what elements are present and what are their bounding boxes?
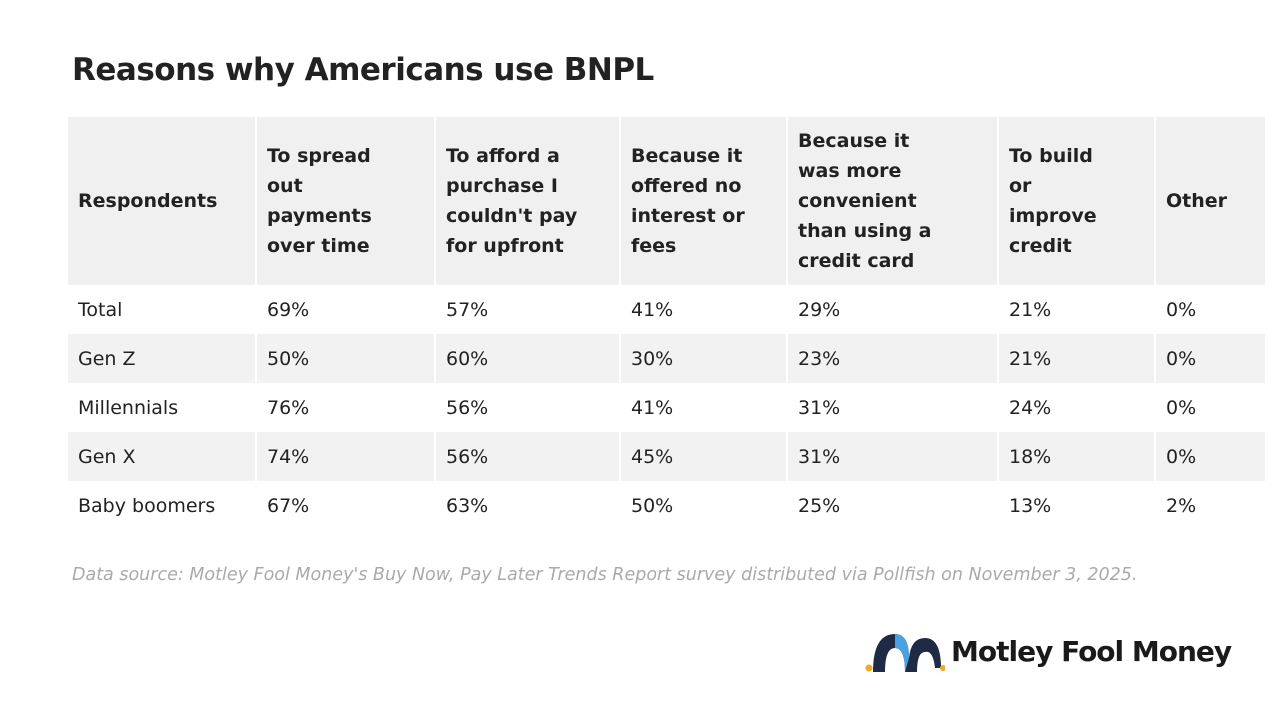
column-header: To spread out payments over time	[256, 117, 436, 285]
cell: 0%	[1155, 383, 1267, 432]
cell: 25%	[787, 481, 999, 530]
header-row: Respondents To spread out payments over t…	[68, 117, 1267, 285]
data-table: Respondents To spread out payments over t…	[68, 117, 1267, 530]
logo-icon	[865, 634, 945, 672]
cell: 50%	[256, 334, 436, 383]
column-header: Other	[1155, 117, 1267, 285]
cell: 76%	[256, 383, 436, 432]
header-text: Because it was more convenient than usin…	[798, 130, 932, 272]
header-text: To afford a purchase I couldn't pay for …	[446, 145, 578, 257]
cell: 18%	[998, 432, 1156, 481]
cell: 21%	[998, 334, 1156, 383]
header-text: To spread out payments over time	[267, 145, 372, 257]
header-text: To build or improve credit	[1009, 145, 1097, 257]
cell: 56%	[435, 383, 621, 432]
logo: Motley Fool Money	[865, 628, 1232, 674]
column-header: Because it offered no interest or fees	[620, 117, 788, 285]
cell: 2%	[1155, 481, 1267, 530]
table-row: Gen X 74% 56% 45% 31% 18% 0%	[68, 432, 1267, 481]
cell: 50%	[620, 481, 788, 530]
header-text: Other	[1166, 190, 1228, 212]
cell: 0%	[1155, 334, 1267, 383]
cell: 0%	[1155, 432, 1267, 481]
cell: 69%	[256, 285, 436, 334]
header-text: Respondents	[78, 190, 218, 212]
cell: 45%	[620, 432, 788, 481]
cell: 31%	[787, 383, 999, 432]
cell: 67%	[256, 481, 436, 530]
cell: 23%	[787, 334, 999, 383]
cell: 29%	[787, 285, 999, 334]
logo-text: Motley Fool Money	[951, 634, 1232, 668]
column-header: To afford a purchase I couldn't pay for …	[435, 117, 621, 285]
row-label: Millennials	[68, 383, 257, 432]
column-header: Because it was more convenient than usin…	[787, 117, 999, 285]
table-body: Total 69% 57% 41% 29% 21% 0% Gen Z 50% 60% 30% 23% 2…	[68, 285, 1267, 530]
cell: 41%	[620, 285, 788, 334]
cell: 60%	[435, 334, 621, 383]
table-row: Gen Z 50% 60% 30% 23% 21% 0%	[68, 334, 1267, 383]
column-header: To build or improve credit	[998, 117, 1156, 285]
title: Reasons why Americans use BNPL	[72, 52, 654, 88]
cell: 56%	[435, 432, 621, 481]
table-row: Total 69% 57% 41% 29% 21% 0%	[68, 285, 1267, 334]
header-text: Because it offered no interest or fees	[631, 145, 745, 257]
cell: 24%	[998, 383, 1156, 432]
cell: 0%	[1155, 285, 1267, 334]
cell: 31%	[787, 432, 999, 481]
cell: 41%	[620, 383, 788, 432]
row-label: Baby boomers	[68, 481, 257, 530]
cell: 13%	[998, 481, 1156, 530]
row-label: Total	[68, 285, 257, 334]
table-row: Baby boomers 67% 63% 50% 25% 13% 2%	[68, 481, 1267, 530]
source-note: Data source: Motley Fool Money's Buy Now…	[72, 565, 1138, 585]
cell: 63%	[435, 481, 621, 530]
cell: 74%	[256, 432, 436, 481]
cell: 57%	[435, 285, 621, 334]
column-header: Respondents	[68, 117, 257, 285]
table-row: Millennials 76% 56% 41% 31% 24% 0%	[68, 383, 1267, 432]
cell: 21%	[998, 285, 1156, 334]
cell: 30%	[620, 334, 788, 383]
row-label: Gen Z	[68, 334, 257, 383]
row-label: Gen X	[68, 432, 257, 481]
